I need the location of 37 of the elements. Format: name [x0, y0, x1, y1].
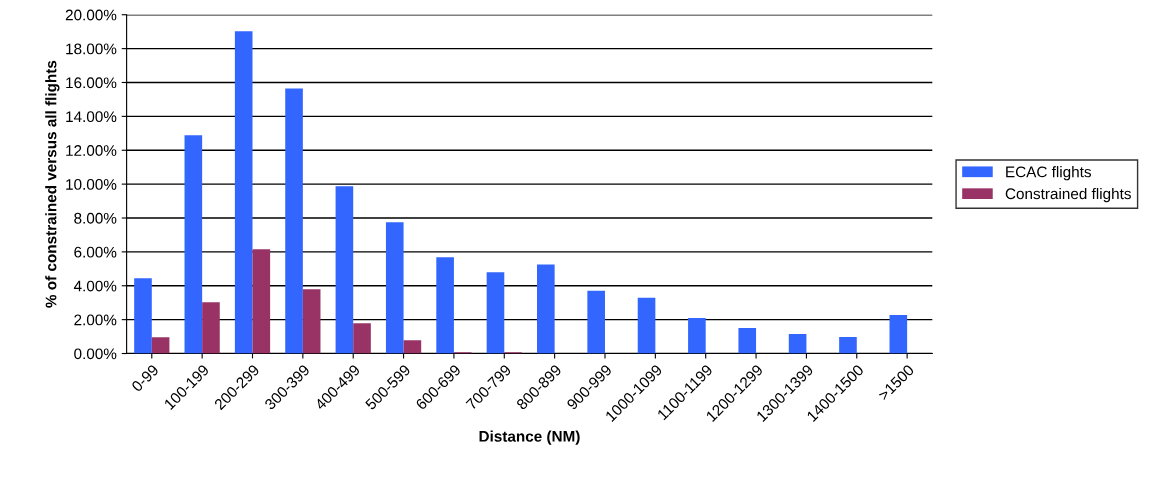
- bar: [637, 297, 656, 354]
- y-tick-label: 14.00%: [66, 111, 117, 123]
- bar: [151, 337, 170, 354]
- bar: [688, 317, 706, 354]
- y-tick-label: 20.00%: [65, 9, 117, 21]
- bar: [252, 249, 271, 354]
- bar: [184, 135, 203, 354]
- bar: [839, 337, 857, 354]
- bar: [285, 88, 303, 354]
- y-tick-label: 6.00%: [74, 246, 117, 258]
- bar: [134, 278, 152, 354]
- y-tick-label: 10.00%: [66, 178, 117, 190]
- x-axis-title: Distance (NM): [479, 430, 580, 445]
- bar: [353, 323, 371, 354]
- y-tick-label: 0.00%: [74, 348, 117, 360]
- y-tick-label: 2.00%: [74, 314, 117, 326]
- bar: [234, 31, 253, 354]
- bar: [587, 290, 605, 354]
- bar: [788, 334, 807, 354]
- y-tick-label: 16.00%: [66, 77, 117, 89]
- bar: [537, 264, 555, 354]
- legend-label: Constrained flights: [1005, 187, 1131, 203]
- y-tick-label: 12.00%: [66, 145, 117, 156]
- legend-label: ECAC flights: [1006, 166, 1091, 181]
- bar: [385, 222, 404, 354]
- bar: [403, 340, 422, 354]
- y-tick-label: 18.00%: [66, 43, 117, 55]
- bar: [335, 186, 354, 354]
- bar: [302, 289, 321, 354]
- bar: [738, 328, 757, 354]
- bar: [436, 257, 454, 354]
- bar: [486, 272, 505, 354]
- y-tick-label: 8.00%: [74, 212, 117, 224]
- y-axis-title: % of constrained versus all flights: [45, 60, 60, 308]
- bar: [202, 302, 220, 354]
- y-tick-label: 4.00%: [73, 280, 117, 292]
- bar: [889, 314, 908, 354]
